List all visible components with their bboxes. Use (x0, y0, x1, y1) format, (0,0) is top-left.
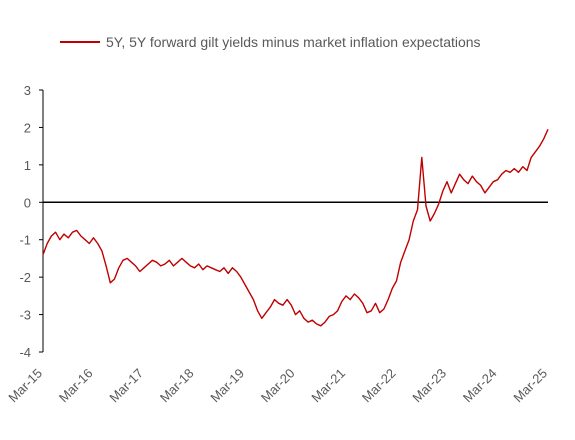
x-tick-label: Mar-21 (308, 366, 348, 406)
y-tick-label: -1 (19, 233, 31, 248)
series-line-0 (42, 129, 549, 327)
y-tick-label: 2 (24, 120, 31, 135)
series-layer (42, 129, 549, 327)
x-tick-label: Mar-15 (5, 366, 45, 406)
x-tick-label: Mar-23 (409, 366, 449, 406)
x-tick-label: Mar-25 (510, 366, 550, 406)
x-tick-label: Mar-19 (207, 366, 247, 406)
y-tick-label: -2 (19, 270, 31, 285)
y-tick-label: 3 (24, 83, 31, 98)
x-tick-label: Mar-22 (359, 366, 399, 406)
y-tick-label: 0 (24, 195, 31, 210)
x-axis: Mar-15 Mar-16 Mar-17 Mar-18 Mar-19 Mar-20 Mar-… (5, 366, 550, 406)
y-tick-label: -4 (19, 345, 31, 360)
legend-label: 5Y, 5Y forward gilt yields minus market … (106, 34, 481, 50)
legend: 5Y, 5Y forward gilt yields minus market … (60, 34, 481, 50)
y-tick-label: -3 (19, 308, 31, 323)
y-axis: 3 2 1 0 -1 -2 -3 -4 (19, 83, 44, 360)
y-tick-label: 1 (24, 158, 31, 173)
x-tick-label: Mar-20 (258, 366, 298, 406)
x-tick-label: Mar-16 (56, 366, 96, 406)
x-tick-label: Mar-17 (106, 366, 146, 406)
x-tick-label: Mar-18 (157, 366, 197, 406)
x-tick-label: Mar-24 (460, 366, 500, 406)
